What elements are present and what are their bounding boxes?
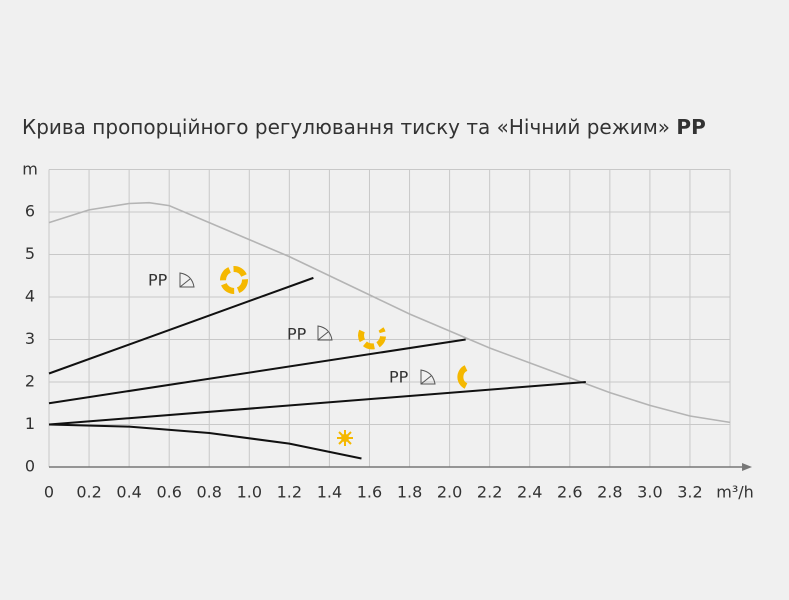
night-icon — [337, 428, 363, 448]
x-tick-label: 0.6 — [156, 483, 181, 502]
y-tick-label: 5 — [25, 244, 35, 263]
annotation: PP — [389, 368, 409, 387]
x-tick-label: 0.2 — [76, 483, 101, 502]
title-emphasis: PP — [676, 115, 705, 139]
x-tick-label: 3.2 — [677, 483, 702, 502]
y-tick-label: 2 — [25, 372, 35, 391]
x-tick-label: 1.0 — [237, 483, 262, 502]
series-line — [48, 423, 362, 460]
x-tick-label: 2.4 — [517, 483, 542, 502]
x-tick-label: 0.8 — [197, 483, 222, 502]
y-tick-label: 4 — [25, 287, 35, 306]
pp2-icon — [358, 327, 386, 350]
x-tick-label: 3.0 — [637, 483, 662, 502]
x-tick-label: 2.0 — [437, 483, 462, 502]
x-tick-label: 2.8 — [597, 483, 622, 502]
chart-title: Крива пропорційного регулювання тиску та… — [22, 115, 706, 139]
pp3-icon — [220, 266, 248, 294]
series-line — [48, 276, 314, 375]
title-text: Крива пропорційного регулювання тиску та… — [22, 115, 670, 139]
x-tick-label: 1.2 — [277, 483, 302, 502]
dial-icon — [317, 325, 333, 341]
series-line — [48, 381, 586, 426]
y-tick-label: 6 — [25, 202, 35, 221]
x-tick-label: 1.6 — [357, 483, 382, 502]
x-tick-label: 1.8 — [397, 483, 422, 502]
y-tick-label: 3 — [25, 329, 35, 348]
dial-icon — [420, 369, 436, 385]
series-line — [48, 338, 466, 405]
annotation: PP — [148, 271, 168, 290]
y-axis-label: m — [22, 160, 38, 179]
dial-icon — [179, 272, 195, 288]
x-tick-label: 2.6 — [557, 483, 582, 502]
y-tick-label: 0 — [25, 457, 35, 476]
x-tick-label: 2.2 — [477, 483, 502, 502]
y-tick-label: 1 — [25, 414, 35, 433]
annotation: PP — [287, 325, 307, 344]
icons — [179, 266, 468, 448]
x-tick-label: 0.4 — [116, 483, 141, 502]
series-line — [48, 201, 731, 424]
x-tick-label: 1.4 — [317, 483, 342, 502]
x-axis-arrow — [742, 463, 753, 471]
x-axis-label: m³/h — [716, 483, 754, 502]
pp1-icon — [457, 365, 468, 389]
x-tick-label: 0 — [44, 483, 54, 502]
